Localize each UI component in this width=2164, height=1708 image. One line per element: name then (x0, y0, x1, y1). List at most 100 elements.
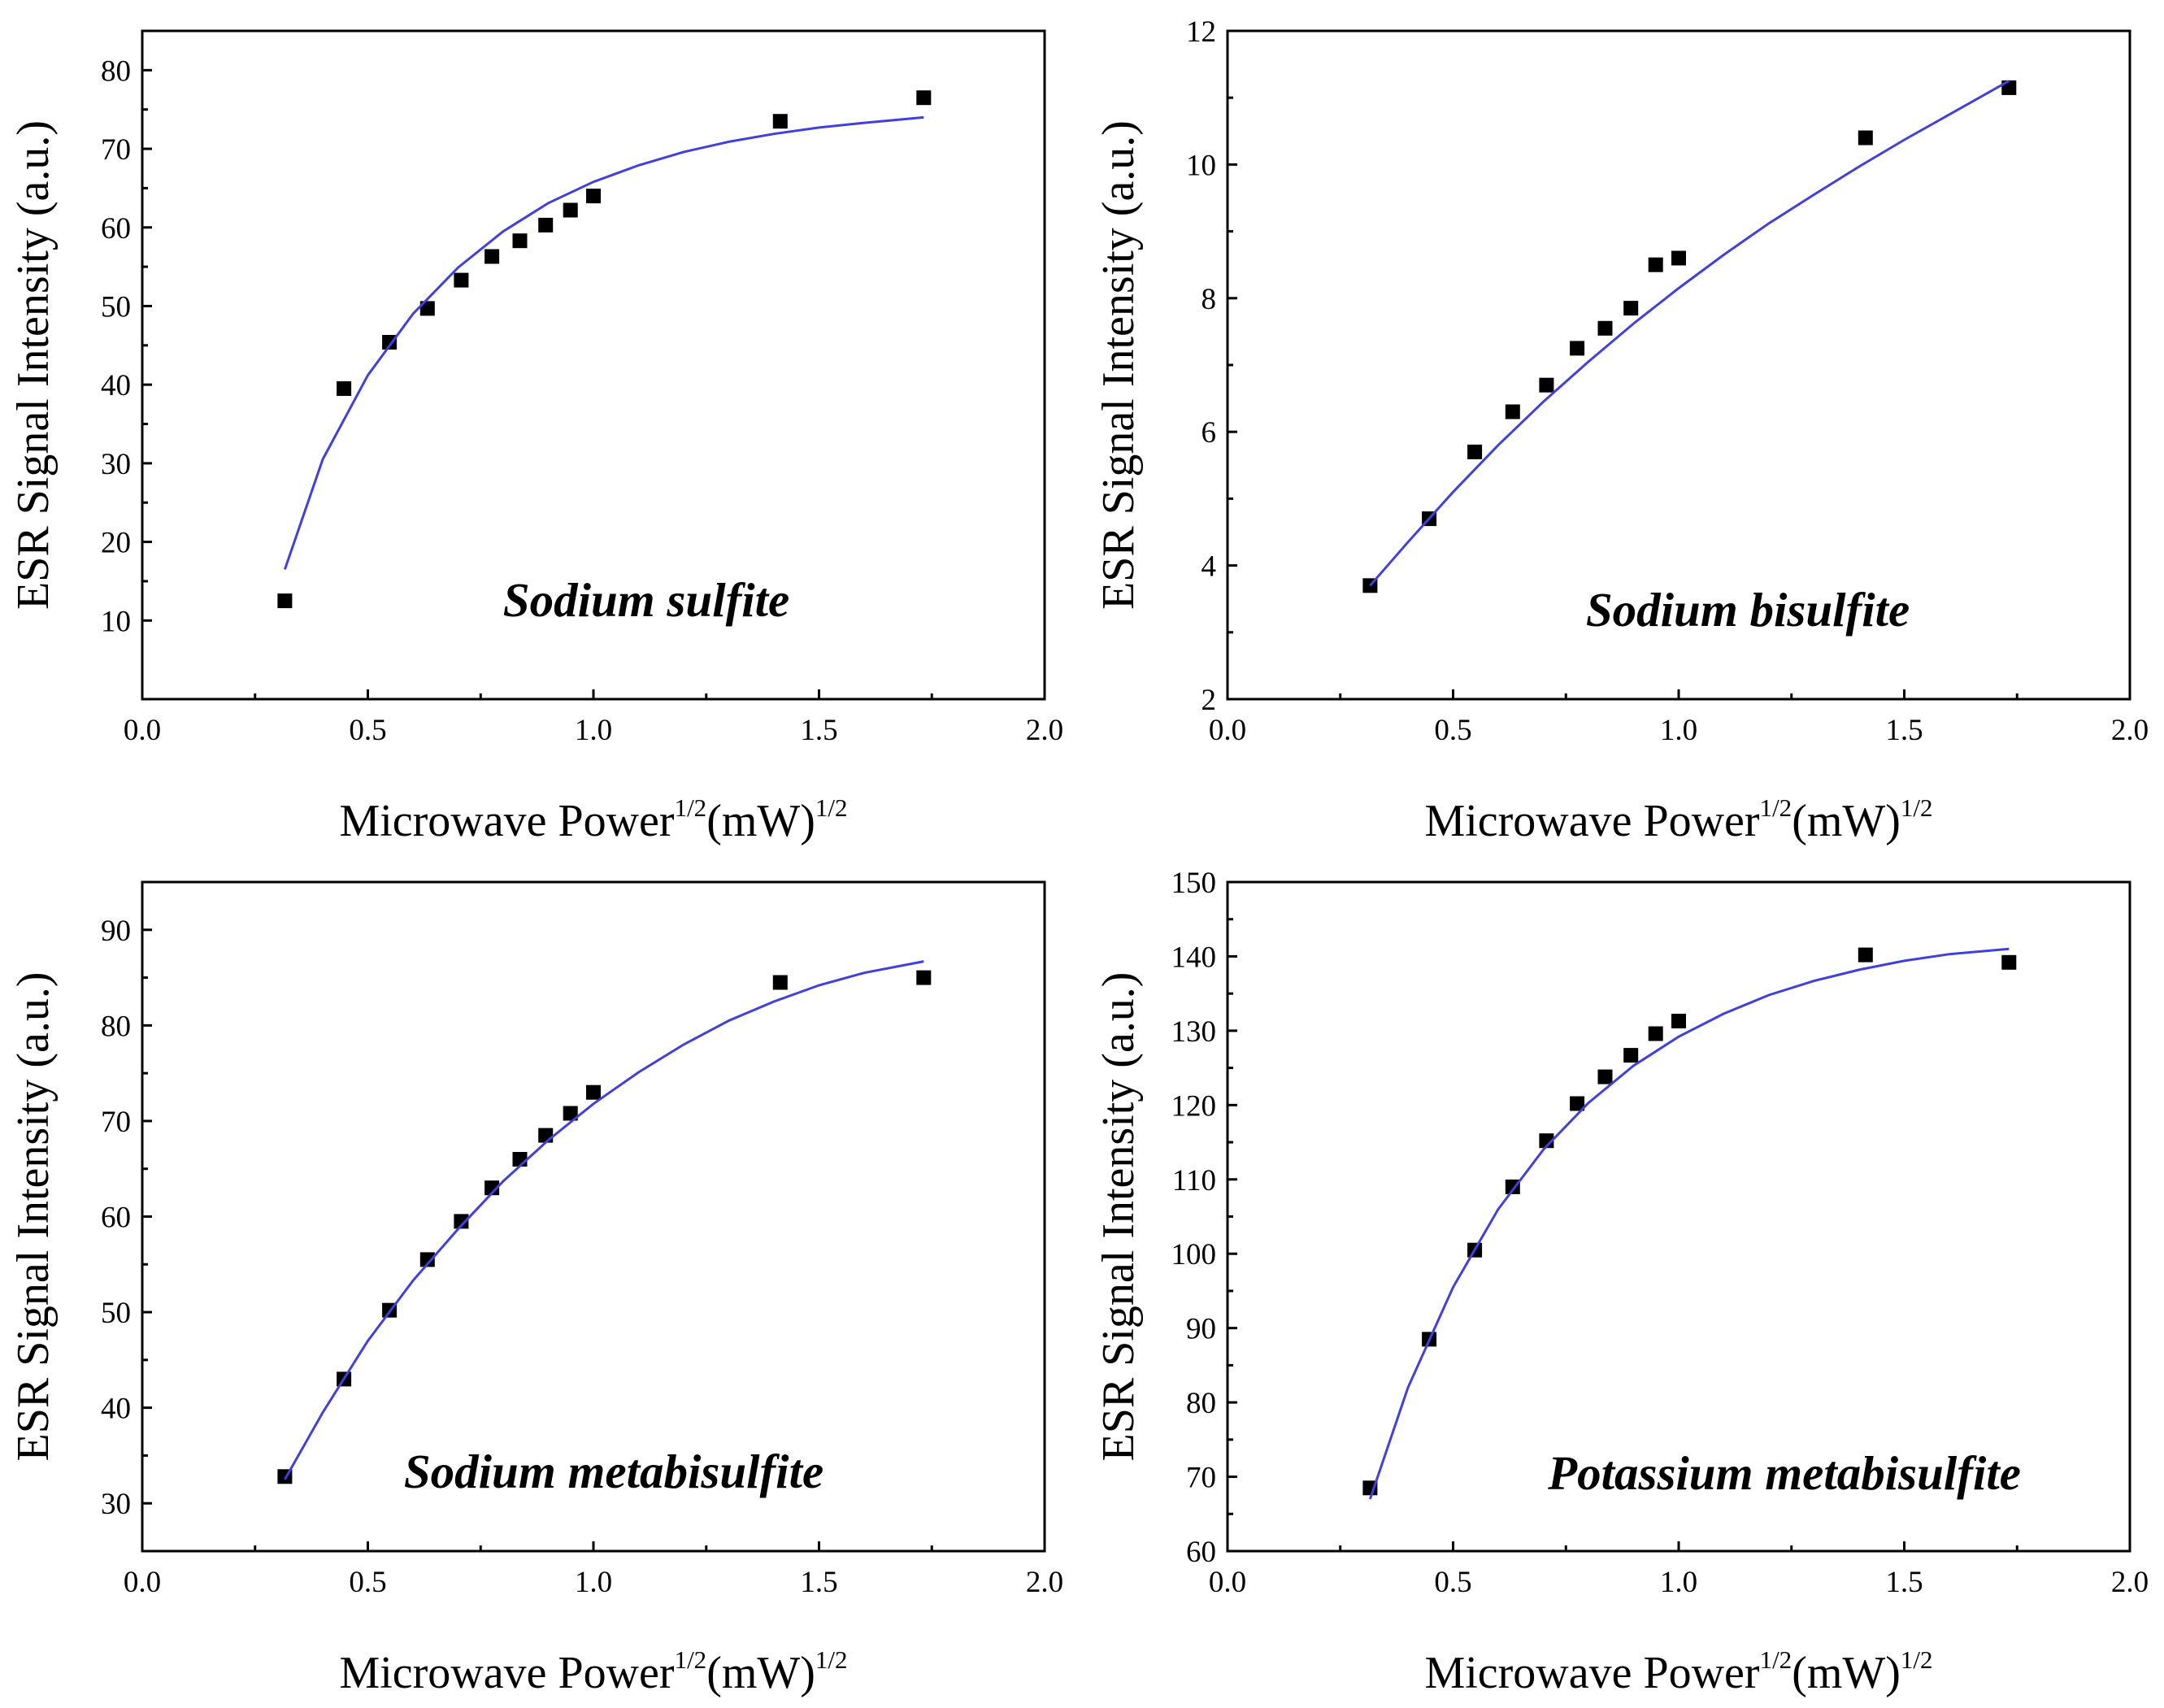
x-tick-label: 1.5 (800, 1566, 837, 1599)
x-tick-label: 0.0 (124, 1566, 161, 1599)
data-point (538, 217, 554, 233)
data-point (916, 970, 932, 985)
chart-panel-4: 0.0 0.5 1.0 1.5 2.0 60 70 80 90 100 110 120 130 140 15… (1093, 867, 2149, 1698)
y-tick-label: 90 (101, 915, 131, 948)
data-point (419, 301, 435, 316)
x-axis-title: Microwave Power1/2(mW)1/2 (339, 793, 847, 846)
data-point (586, 1084, 601, 1100)
x-tick-label: 1.0 (575, 1566, 612, 1599)
sample-annotation: Sodium bisulfite (1586, 583, 1910, 637)
x-axis-title-unit: (mW) (1792, 1648, 1901, 1698)
x-tick-label: 0.0 (124, 714, 161, 747)
data-point (1570, 341, 1585, 356)
fit-curve (284, 960, 924, 1480)
fit-curve (1368, 947, 2010, 1500)
x-tick-label: 2.0 (1026, 1566, 1063, 1599)
y-axis-title: ESR Signal Intensity (a.u.) (1093, 972, 1144, 1462)
y-tick-label: 10 (101, 605, 131, 638)
data-point (277, 593, 293, 609)
x-axis-title-sup: 1/2 (1901, 793, 1933, 822)
data-point (1505, 404, 1520, 419)
x-tick-label: 0.5 (349, 1566, 386, 1599)
y-tick-label: 8 (1201, 283, 1217, 316)
x-axis-title-sup: 1/2 (1760, 793, 1792, 822)
x-axis-title: Microwave Power1/2(mW)1/2 (339, 1645, 847, 1698)
data-point (337, 381, 352, 396)
y-tick-label: 30 (101, 448, 131, 481)
y-tick-label: 12 (1186, 15, 1216, 49)
data-point (419, 1252, 435, 1267)
y-tick-label: 20 (101, 527, 131, 560)
y-tick-label: 80 (101, 1010, 131, 1043)
x-axis-title-sup: 1/2 (1760, 1645, 1792, 1674)
data-point (1505, 1179, 1520, 1194)
data-point (454, 272, 469, 288)
y-tick-label: 120 (1171, 1089, 1217, 1123)
chart-panel-1: 0.0 0.5 1.0 1.5 2.0 10 20 30 40 50 60 70 80 Microwave… (8, 29, 1063, 846)
y-tick-label: 60 (101, 1202, 131, 1235)
y-tick-label: 110 (1172, 1164, 1216, 1197)
x-tick-label: 0.5 (349, 714, 386, 747)
data-point (1623, 1048, 1639, 1063)
data-point (454, 1214, 469, 1229)
data-point (772, 975, 788, 990)
data-point (916, 90, 932, 106)
x-tick-label: 0.5 (1434, 1566, 1471, 1599)
chart-panel-3: 0.0 0.5 1.0 1.5 2.0 30 40 50 60 70 80 90 Microwave P… (8, 880, 1063, 1698)
y-axis-title: ESR Signal Intensity (a.u.) (8, 972, 59, 1462)
data-point (382, 335, 398, 350)
x-tick-label: 0.0 (1209, 714, 1246, 747)
sample-annotation: Potassium metabisulfite (1547, 1446, 2021, 1500)
y-tick-label: 40 (101, 1393, 131, 1426)
data-point (1858, 130, 1873, 146)
data-point (1623, 301, 1639, 316)
data-point (1858, 947, 1873, 963)
x-axis-title: Microwave Power1/2(mW)1/2 (1424, 793, 1932, 846)
x-axis-title-unit: (mW) (706, 1648, 815, 1698)
data-point (1539, 377, 1554, 393)
data-point (1671, 250, 1686, 266)
x-axis-title-unit: (mW) (706, 796, 815, 846)
x-tick-label: 2.0 (1026, 714, 1063, 747)
fit-curve (1369, 80, 2010, 587)
data-point (1539, 1133, 1554, 1149)
y-tick-label: 60 (101, 212, 131, 246)
y-tick-label: 70 (101, 133, 131, 167)
y-tick-label: 70 (1186, 1462, 1216, 1495)
data-point (1671, 1014, 1686, 1028)
data-point (485, 249, 500, 264)
data-point (1597, 1069, 1613, 1084)
fit-curve (283, 115, 924, 570)
sample-annotation: Sodium metabisulfite (404, 1445, 823, 1498)
x-tick-label: 1.0 (1660, 714, 1697, 747)
x-axis-title: Microwave Power1/2(mW)1/2 (1424, 1645, 1932, 1698)
x-tick-label: 1.5 (800, 714, 837, 747)
y-tick-label: 80 (101, 54, 131, 88)
data-point (1648, 1026, 1663, 1041)
x-axis-title-main: Microwave Power (1424, 1648, 1759, 1698)
y-tick-label: 60 (1186, 1536, 1216, 1569)
data-point (772, 114, 788, 129)
y-tick-label: 70 (101, 1106, 131, 1139)
y-tick-label: 90 (1186, 1313, 1216, 1346)
x-axis-title-unit: (mW) (1792, 796, 1901, 846)
data-point (563, 1106, 578, 1121)
data-point (586, 189, 601, 204)
x-axis-title-sup: 1/2 (675, 1645, 707, 1674)
y-tick-label: 4 (1201, 550, 1217, 584)
y-tick-label: 40 (101, 369, 131, 402)
data-point (1467, 444, 1483, 459)
y-tick-label: 10 (1186, 149, 1216, 182)
x-tick-label: 0.5 (1434, 714, 1471, 747)
y-tick-label: 100 (1171, 1238, 1217, 1271)
x-tick-label: 1.5 (1885, 1566, 1923, 1599)
data-point (2001, 954, 2017, 970)
data-point (1570, 1096, 1585, 1111)
x-axis-title-main: Microwave Power (1424, 796, 1759, 846)
x-tick-label: 2.0 (2111, 714, 2149, 747)
y-tick-label: 130 (1171, 1015, 1217, 1049)
x-tick-label: 2.0 (2111, 1566, 2149, 1599)
